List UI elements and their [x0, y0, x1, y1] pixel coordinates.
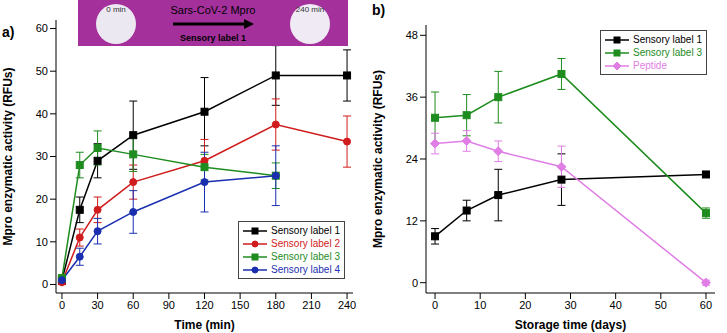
svg-text:0: 0 — [412, 277, 418, 289]
svg-text:50: 50 — [655, 299, 667, 311]
svg-text:30: 30 — [91, 299, 103, 311]
svg-text:20: 20 — [36, 193, 48, 205]
svg-text:Sensory label 1: Sensory label 1 — [180, 33, 246, 43]
html-text:Sensory label 2: Sensory label 2 — [271, 238, 340, 249]
svg-text:36: 36 — [406, 91, 418, 103]
svg-text:0 min: 0 min — [106, 5, 126, 14]
svg-text:Mpro enzymatic activity (RFUs): Mpro enzymatic activity (RFUs) — [371, 70, 385, 248]
svg-text:240 min: 240 min — [296, 5, 324, 14]
svg-text:48: 48 — [406, 29, 418, 41]
svg-text:40: 40 — [610, 299, 622, 311]
svg-text:60: 60 — [700, 299, 712, 311]
svg-text:30: 30 — [36, 150, 48, 162]
svg-text:12: 12 — [406, 215, 418, 227]
svg-text:90: 90 — [163, 299, 175, 311]
svg-text:50: 50 — [36, 65, 48, 77]
html-text:Sensory label 4: Sensory label 4 — [271, 264, 340, 275]
svg-text:0: 0 — [42, 278, 48, 290]
svg-text:240: 240 — [338, 299, 356, 311]
svg-text:20: 20 — [519, 299, 531, 311]
svg-text:150: 150 — [231, 299, 249, 311]
svg-text:10: 10 — [474, 299, 486, 311]
svg-text:180: 180 — [267, 299, 285, 311]
html-text:Sensory label 1: Sensory label 1 — [633, 34, 702, 45]
svg-text:10: 10 — [36, 236, 48, 248]
svg-text:0: 0 — [59, 299, 65, 311]
svg-text:0: 0 — [432, 299, 438, 311]
svg-text:40: 40 — [36, 108, 48, 120]
html-text:Peptide: Peptide — [633, 60, 667, 71]
html-text:b): b) — [372, 2, 386, 18]
svg-text:120: 120 — [195, 299, 213, 311]
svg-text:60: 60 — [36, 22, 48, 34]
svg-text:Mpro enzymatic activity (RFUs): Mpro enzymatic activity (RFUs) — [1, 67, 15, 245]
html-text:Sensory label 3: Sensory label 3 — [633, 47, 702, 58]
svg-text:Storage time (days): Storage time (days) — [515, 318, 626, 332]
html-text:a): a) — [2, 24, 15, 40]
svg-text:30: 30 — [564, 299, 576, 311]
svg-text:24: 24 — [406, 153, 418, 165]
svg-text:Sars-CoV-2 Mpro: Sars-CoV-2 Mpro — [171, 4, 256, 16]
html-text:Sensory label 1: Sensory label 1 — [271, 225, 340, 236]
svg-text:Time (min): Time (min) — [174, 318, 234, 332]
svg-text:210: 210 — [302, 299, 320, 311]
svg-text:60: 60 — [127, 299, 139, 311]
html-text:Sensory label 3: Sensory label 3 — [271, 251, 340, 262]
